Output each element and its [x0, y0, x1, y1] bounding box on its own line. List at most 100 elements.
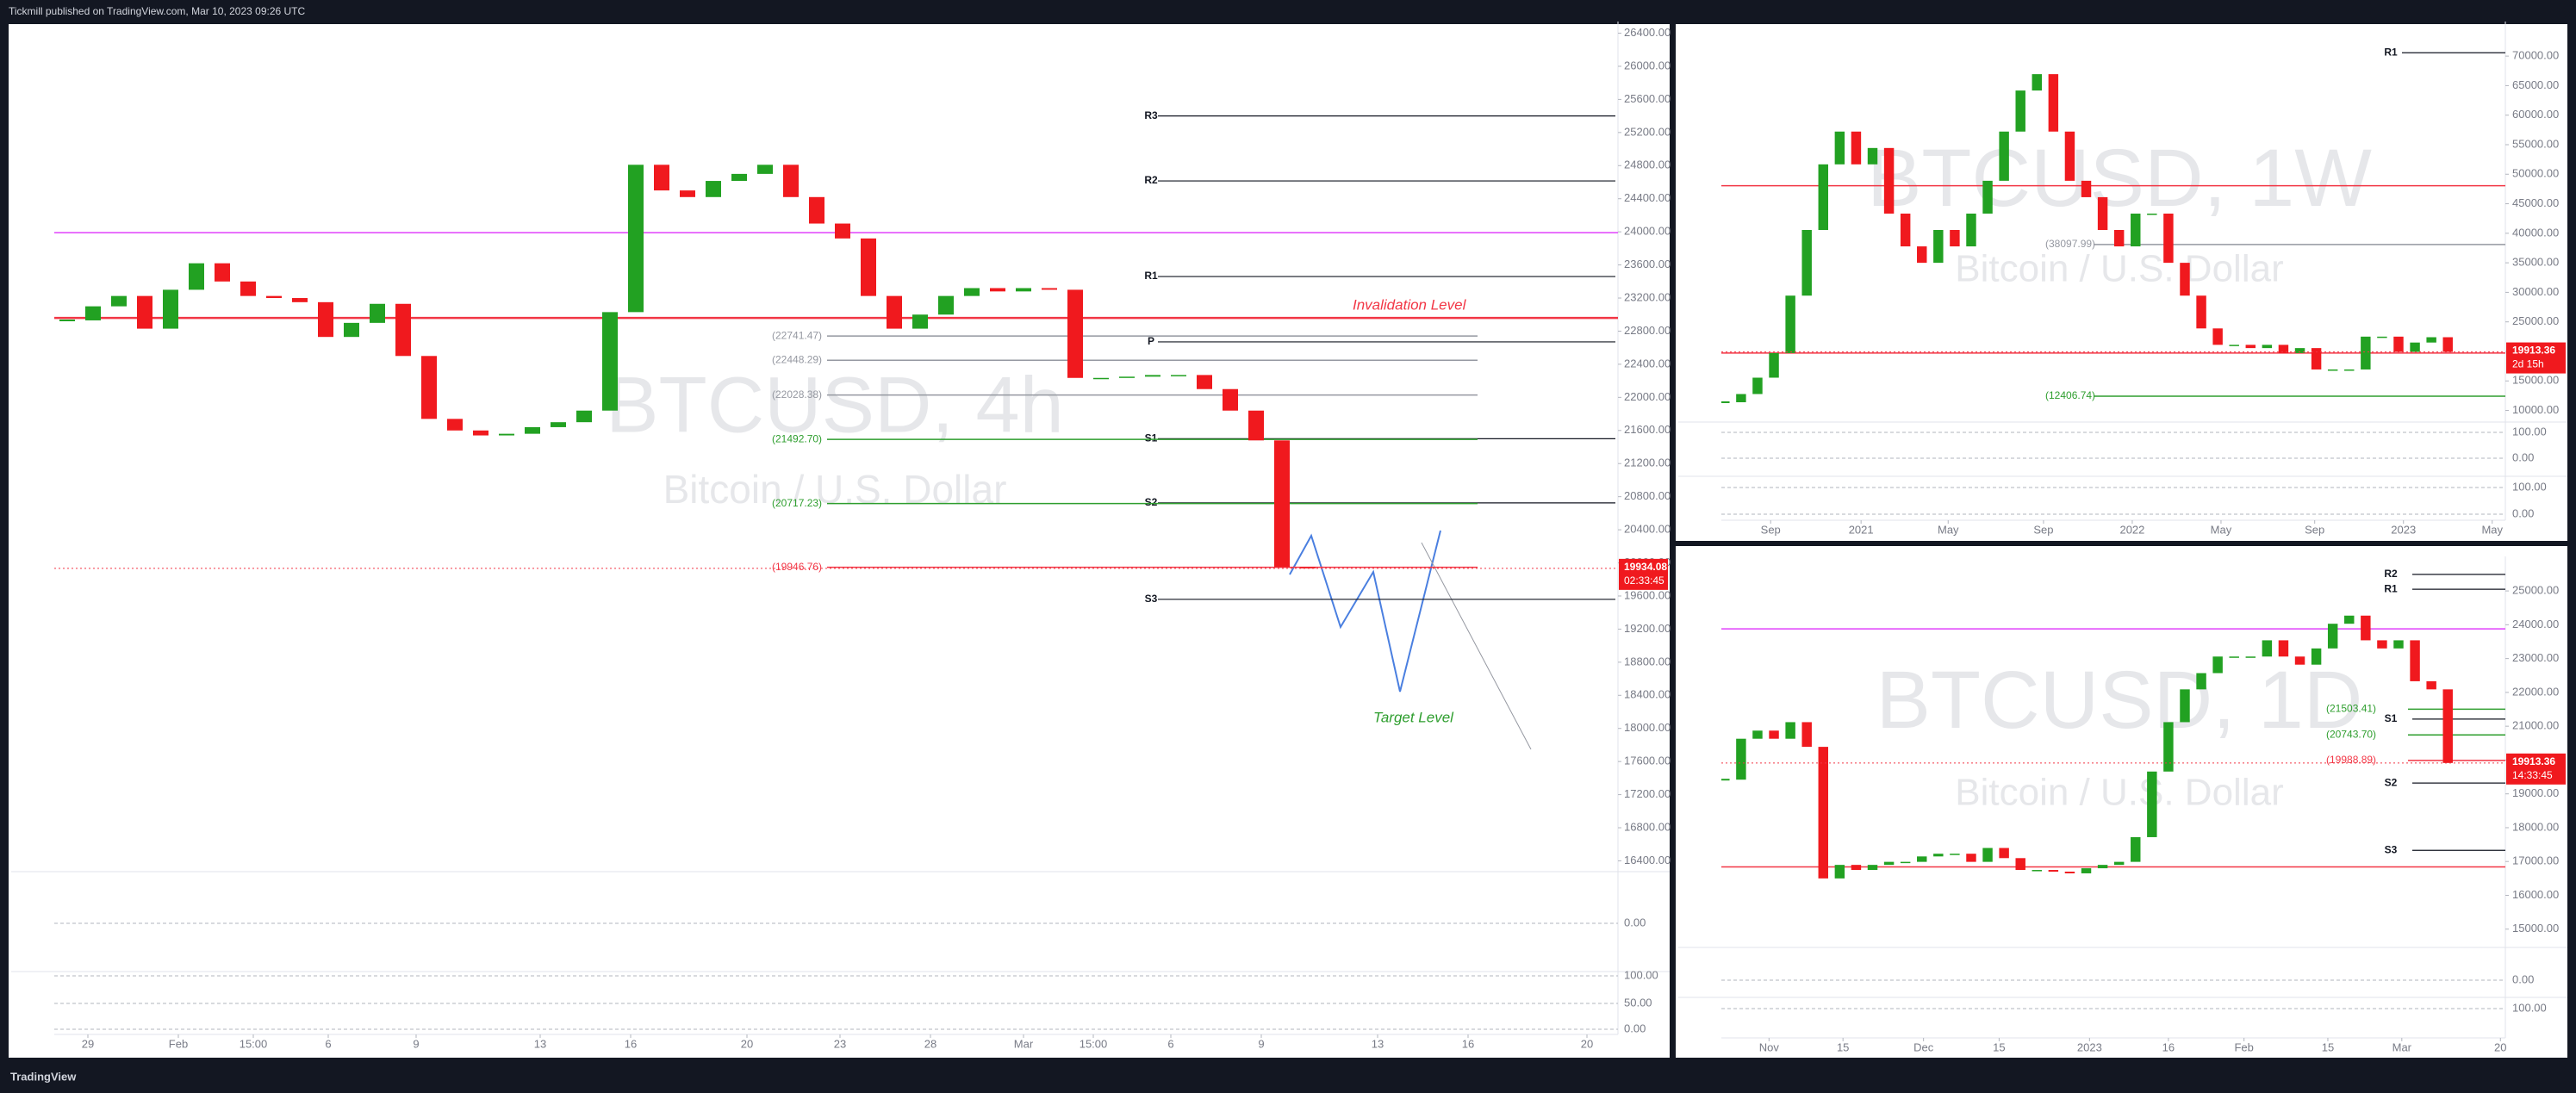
watermark-title: BTCUSD, 1D	[1876, 655, 2363, 746]
x-tick-label: 15	[2322, 1040, 2334, 1053]
candle-body	[1834, 131, 1845, 165]
candle-body	[1042, 288, 1057, 290]
y-tick-label: 16800.00	[1624, 820, 1671, 833]
x-tick-label: Sep	[1761, 523, 1781, 536]
candle-body	[1933, 229, 1944, 264]
candle-body	[473, 430, 488, 436]
plot-area: R2 R1 S1 S2 S3 (21503.41) (20743.70) (19988.89)	[1721, 568, 2505, 879]
x-tick-label: 15	[1993, 1040, 2005, 1053]
candle-body	[1300, 567, 1316, 568]
candle-body	[1818, 164, 1829, 230]
y-tick-label: 19200.00	[1624, 622, 1671, 635]
candle-body	[1950, 854, 1960, 855]
x-tick-label: Nov	[1759, 1040, 1780, 1053]
y-tick-label: 16000.00	[2512, 888, 2559, 901]
y-tick-label: 24400.00	[1624, 191, 1671, 204]
candle-body	[215, 263, 230, 282]
candle-body	[2377, 640, 2387, 649]
plot-area: R1 (38097.99) (12406.74)	[1721, 46, 2505, 404]
panel-1w	[1676, 24, 2567, 541]
candle-body	[2311, 648, 2322, 665]
candle-body	[2278, 640, 2289, 657]
x-tick-label: 29	[82, 1037, 94, 1050]
candle-body	[628, 165, 644, 313]
candle-body	[2229, 656, 2239, 658]
candle-body	[525, 426, 540, 434]
x-tick-label: 6	[1167, 1037, 1173, 1050]
level-label: (21492.70)	[772, 432, 822, 444]
y-tick-label: 24000.00	[2512, 618, 2559, 630]
x-tick-label: Sep	[2033, 523, 2053, 536]
candle-body	[2361, 615, 2371, 641]
candle-body	[938, 295, 954, 315]
candle-body	[551, 422, 566, 427]
candle-body	[1900, 861, 1911, 864]
countdown: 02:33:45	[1624, 574, 1664, 587]
candle-body	[2131, 214, 2141, 247]
y-tick-label: 15000.00	[2512, 922, 2559, 935]
x-tick-label: 15:00	[1080, 1037, 1108, 1050]
candle-body	[731, 173, 747, 182]
indicator-tick-label: 0.00	[1624, 916, 1646, 928]
x-tick-label: May	[2211, 523, 2232, 536]
indicator-tick-label: 0.00	[1624, 1022, 1646, 1034]
y-tick-label: 70000.00	[2512, 49, 2559, 62]
candle-body	[2426, 680, 2436, 690]
x-tick-label: 2023	[2077, 1040, 2102, 1053]
candle-body	[2131, 836, 2141, 862]
y-tick-label: 25600.00	[1624, 92, 1671, 105]
watermark-subtitle: Bitcoin / U.S. Dollar	[1955, 772, 2283, 814]
candle-body	[2294, 656, 2305, 665]
candle-body	[2032, 74, 2043, 91]
y-tick-label: 16400.00	[1624, 854, 1671, 866]
candle-body	[1752, 377, 1763, 394]
candle-body	[1966, 854, 1976, 862]
y-tick-label: 18800.00	[1624, 655, 1671, 668]
x-tick-label: 20	[741, 1037, 753, 1050]
y-tick-label: 21600.00	[1624, 423, 1671, 436]
candle-body	[912, 314, 928, 329]
watermark-title: BTCUSD, 1W	[1867, 133, 2372, 224]
candle-body	[2048, 74, 2059, 132]
x-tick-label: Dec	[1913, 1040, 1934, 1053]
plot-area: R3 R2 R1 P S1 S2 S3 (22741.47) (22448.29) (22028.…	[54, 109, 1618, 725]
candle-body	[2229, 345, 2239, 346]
candle-body	[835, 223, 850, 239]
candle-body	[1752, 730, 1763, 739]
y-tick-label: 17600.00	[1624, 755, 1671, 767]
candle-body	[1801, 722, 1812, 748]
candle-body	[2311, 348, 2322, 370]
candle-body	[1851, 131, 1862, 165]
candle-body	[1248, 410, 1264, 441]
candle-body	[2113, 861, 2125, 866]
y-tick-label: 35000.00	[2512, 256, 2559, 269]
candle-body	[757, 165, 773, 174]
trend-line	[1421, 542, 1532, 750]
y-tick-label: 23600.00	[1624, 258, 1671, 270]
candle-body	[1093, 377, 1109, 380]
x-tick-label: 16	[1462, 1037, 1474, 1050]
pivot-label: R1	[2384, 582, 2398, 594]
last-price-tag	[1619, 558, 1668, 590]
pivot-label: R3	[1144, 109, 1158, 121]
candle-body	[318, 301, 333, 338]
brand: TradingView	[10, 1070, 77, 1083]
last-price: 19913.36	[2512, 345, 2555, 357]
last-price-tag	[2506, 753, 2566, 785]
candle-body	[2147, 214, 2157, 215]
x-tick-label: 20	[1581, 1037, 1593, 1050]
pivot-label: S2	[1145, 496, 1158, 508]
y-tick-label: 23000.00	[2512, 651, 2559, 664]
candle-body	[1119, 376, 1135, 378]
level-label: (20743.70)	[2326, 728, 2376, 740]
candle-body	[1785, 295, 1795, 353]
watermark-title: BTCUSD, 4h	[606, 361, 1064, 449]
candle-body	[2344, 369, 2355, 371]
candle-body	[1982, 848, 1993, 862]
y-tick-label: 19600.00	[1624, 588, 1671, 601]
candle-body	[2113, 229, 2125, 247]
candle-body	[1966, 214, 1976, 247]
level-label: (19946.76)	[772, 561, 822, 573]
y-tick-label: 40000.00	[2512, 226, 2559, 239]
